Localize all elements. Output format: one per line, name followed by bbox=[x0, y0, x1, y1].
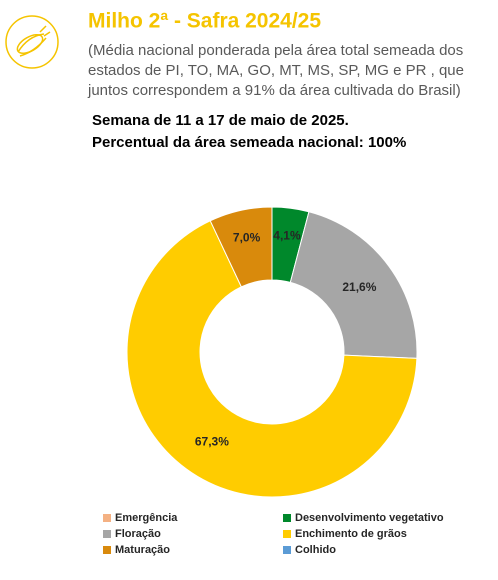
note: Percentual da área semeada nacional: 100… bbox=[92, 134, 406, 151]
value-label: 67,3% bbox=[195, 434, 229, 448]
legend-label: Floração bbox=[115, 528, 161, 540]
subtitle: estados de PI, TO, MA, GO, MT, MS, SP, M… bbox=[88, 62, 464, 79]
value-label: 4,1% bbox=[273, 229, 301, 243]
legend-label: Maturação bbox=[115, 544, 170, 556]
subtitle: (Média nacional ponderada pela área tota… bbox=[88, 42, 463, 59]
value-label: 21,6% bbox=[342, 280, 376, 294]
legend-swatch bbox=[283, 530, 291, 538]
slice bbox=[209, 206, 273, 288]
legend-swatch bbox=[103, 514, 111, 522]
legend-swatch bbox=[103, 530, 111, 538]
corn-icon bbox=[5, 15, 59, 69]
legend-swatch bbox=[103, 546, 111, 554]
slice bbox=[289, 211, 418, 359]
note: Semana de 11 a 17 de maio de 2025. bbox=[92, 112, 349, 129]
legend-label: Desenvolvimento vegetativo bbox=[295, 512, 444, 524]
legend-label: Emergência bbox=[115, 512, 178, 524]
value-label: 7,0% bbox=[233, 230, 261, 244]
legend-swatch bbox=[283, 546, 291, 554]
legend-label: Colhido bbox=[295, 544, 336, 556]
subtitle: juntos correspondem a 91% da área cultiv… bbox=[87, 82, 461, 99]
chart-title: Milho 2ª - Safra 2024/25 bbox=[88, 10, 321, 33]
slice bbox=[126, 220, 418, 498]
legend-swatch bbox=[283, 514, 291, 522]
legend-label: Enchimento de grãos bbox=[295, 528, 407, 540]
